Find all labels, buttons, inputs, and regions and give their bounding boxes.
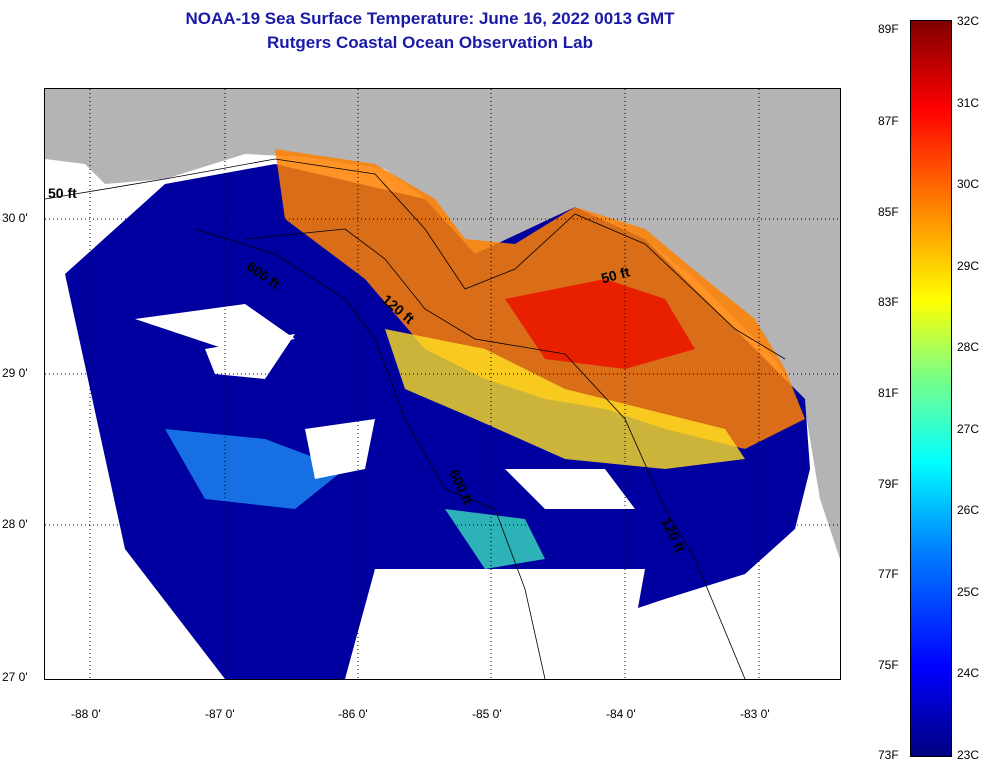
colorbar-c-label: 24C	[957, 666, 980, 680]
colorbar-f-label: 87F	[878, 114, 899, 128]
colorbar-f-label: 73F	[878, 748, 899, 762]
colorbar-f-label: 89F	[878, 22, 899, 36]
colorbar-c-label: 26C	[957, 503, 980, 517]
colorbar-c-label: 30C	[957, 177, 980, 191]
lat-label: 30 0'	[2, 211, 28, 225]
colorbar-c-label: 29C	[957, 259, 980, 273]
colorbar-c-label: 28C	[957, 340, 980, 354]
sst-map-canvas	[45, 89, 840, 679]
temperature-colorbar	[910, 20, 952, 757]
lon-label: -86 0'	[338, 707, 368, 721]
colorbar-f-label: 77F	[878, 567, 899, 581]
colorbar-c-label: 23C	[957, 748, 980, 762]
colorbar-f-label: 83F	[878, 295, 899, 309]
lon-label: -88 0'	[71, 707, 101, 721]
colorbar-f-label: 85F	[878, 205, 899, 219]
map-subtitle: Rutgers Coastal Ocean Observation Lab	[267, 33, 593, 52]
colorbar-c-label: 25C	[957, 585, 980, 599]
colorbar-f-label: 81F	[878, 386, 899, 400]
lon-label: -84 0'	[606, 707, 636, 721]
lat-label: 29 0'	[2, 366, 28, 380]
lon-label: -87 0'	[205, 707, 235, 721]
colorbar-f-label: 75F	[878, 658, 899, 672]
lat-label: 28 0'	[2, 517, 28, 531]
colorbar-c-label: 32C	[957, 14, 980, 28]
colorbar-f-label: 79F	[878, 477, 899, 491]
sst-map: 50 ft 600 ft 120 ft 50 ft 600 ft 120 ft	[44, 88, 841, 680]
contour-label: 50 ft	[48, 185, 77, 201]
colorbar-c-label: 27C	[957, 422, 980, 436]
lon-label: -85 0'	[472, 707, 502, 721]
colorbar-c-label: 31C	[957, 96, 980, 110]
lat-label: 27 0'	[2, 670, 28, 684]
map-title: NOAA-19 Sea Surface Temperature: June 16…	[185, 9, 675, 28]
lon-label: -83 0'	[740, 707, 770, 721]
